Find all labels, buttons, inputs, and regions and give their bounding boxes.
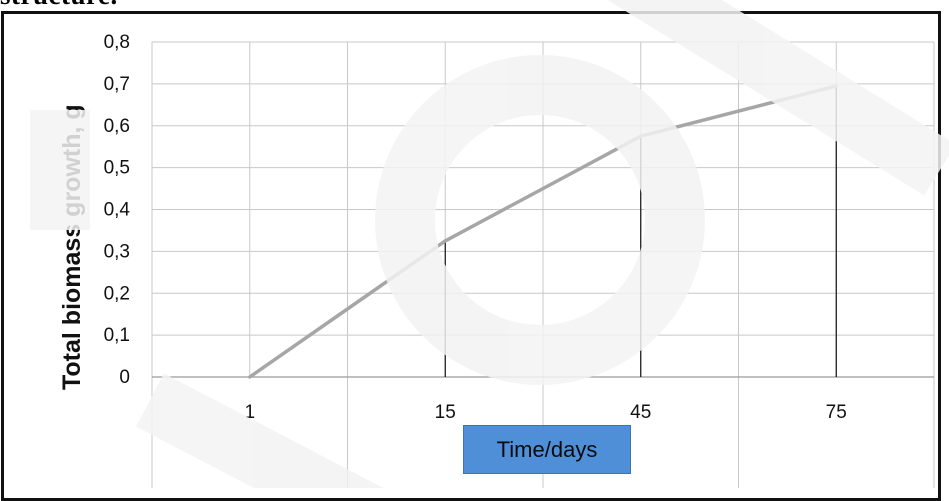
x-tick-label: 15 (435, 402, 456, 423)
y-tick-label: 0,2 (104, 283, 130, 304)
x-axis-label-text: Time/days (497, 437, 598, 463)
y-tick-label: 0,8 (104, 32, 130, 53)
line-chart: 0 0,1 0,2 0,3 0,4 0,5 0,6 0,7 0,8 1 15 45 75 Total … (0, 0, 949, 488)
y-tick-labels: 0 0,1 0,2 0,3 0,4 0,5 0,6 0,7 0,8 (104, 32, 131, 388)
y-tick-label: 0,5 (104, 158, 130, 179)
x-tick-labels: 1 15 45 75 (244, 402, 846, 423)
y-tick-label: 0 (119, 367, 130, 388)
y-tick-label: 0,1 (104, 325, 130, 346)
grid (152, 42, 934, 488)
y-tick-label: 0,7 (104, 74, 130, 95)
y-axis-label: Total biomass growth, g (58, 104, 86, 390)
y-tick-label: 0,3 (104, 241, 130, 262)
x-tick-label: 75 (826, 402, 847, 423)
x-axis-label: Time/days (463, 425, 631, 474)
x-tick-label: 1 (244, 402, 255, 423)
y-tick-label: 0,6 (104, 116, 130, 137)
x-tick-label: 45 (630, 402, 651, 423)
y-tick-label: 0,4 (104, 200, 131, 221)
